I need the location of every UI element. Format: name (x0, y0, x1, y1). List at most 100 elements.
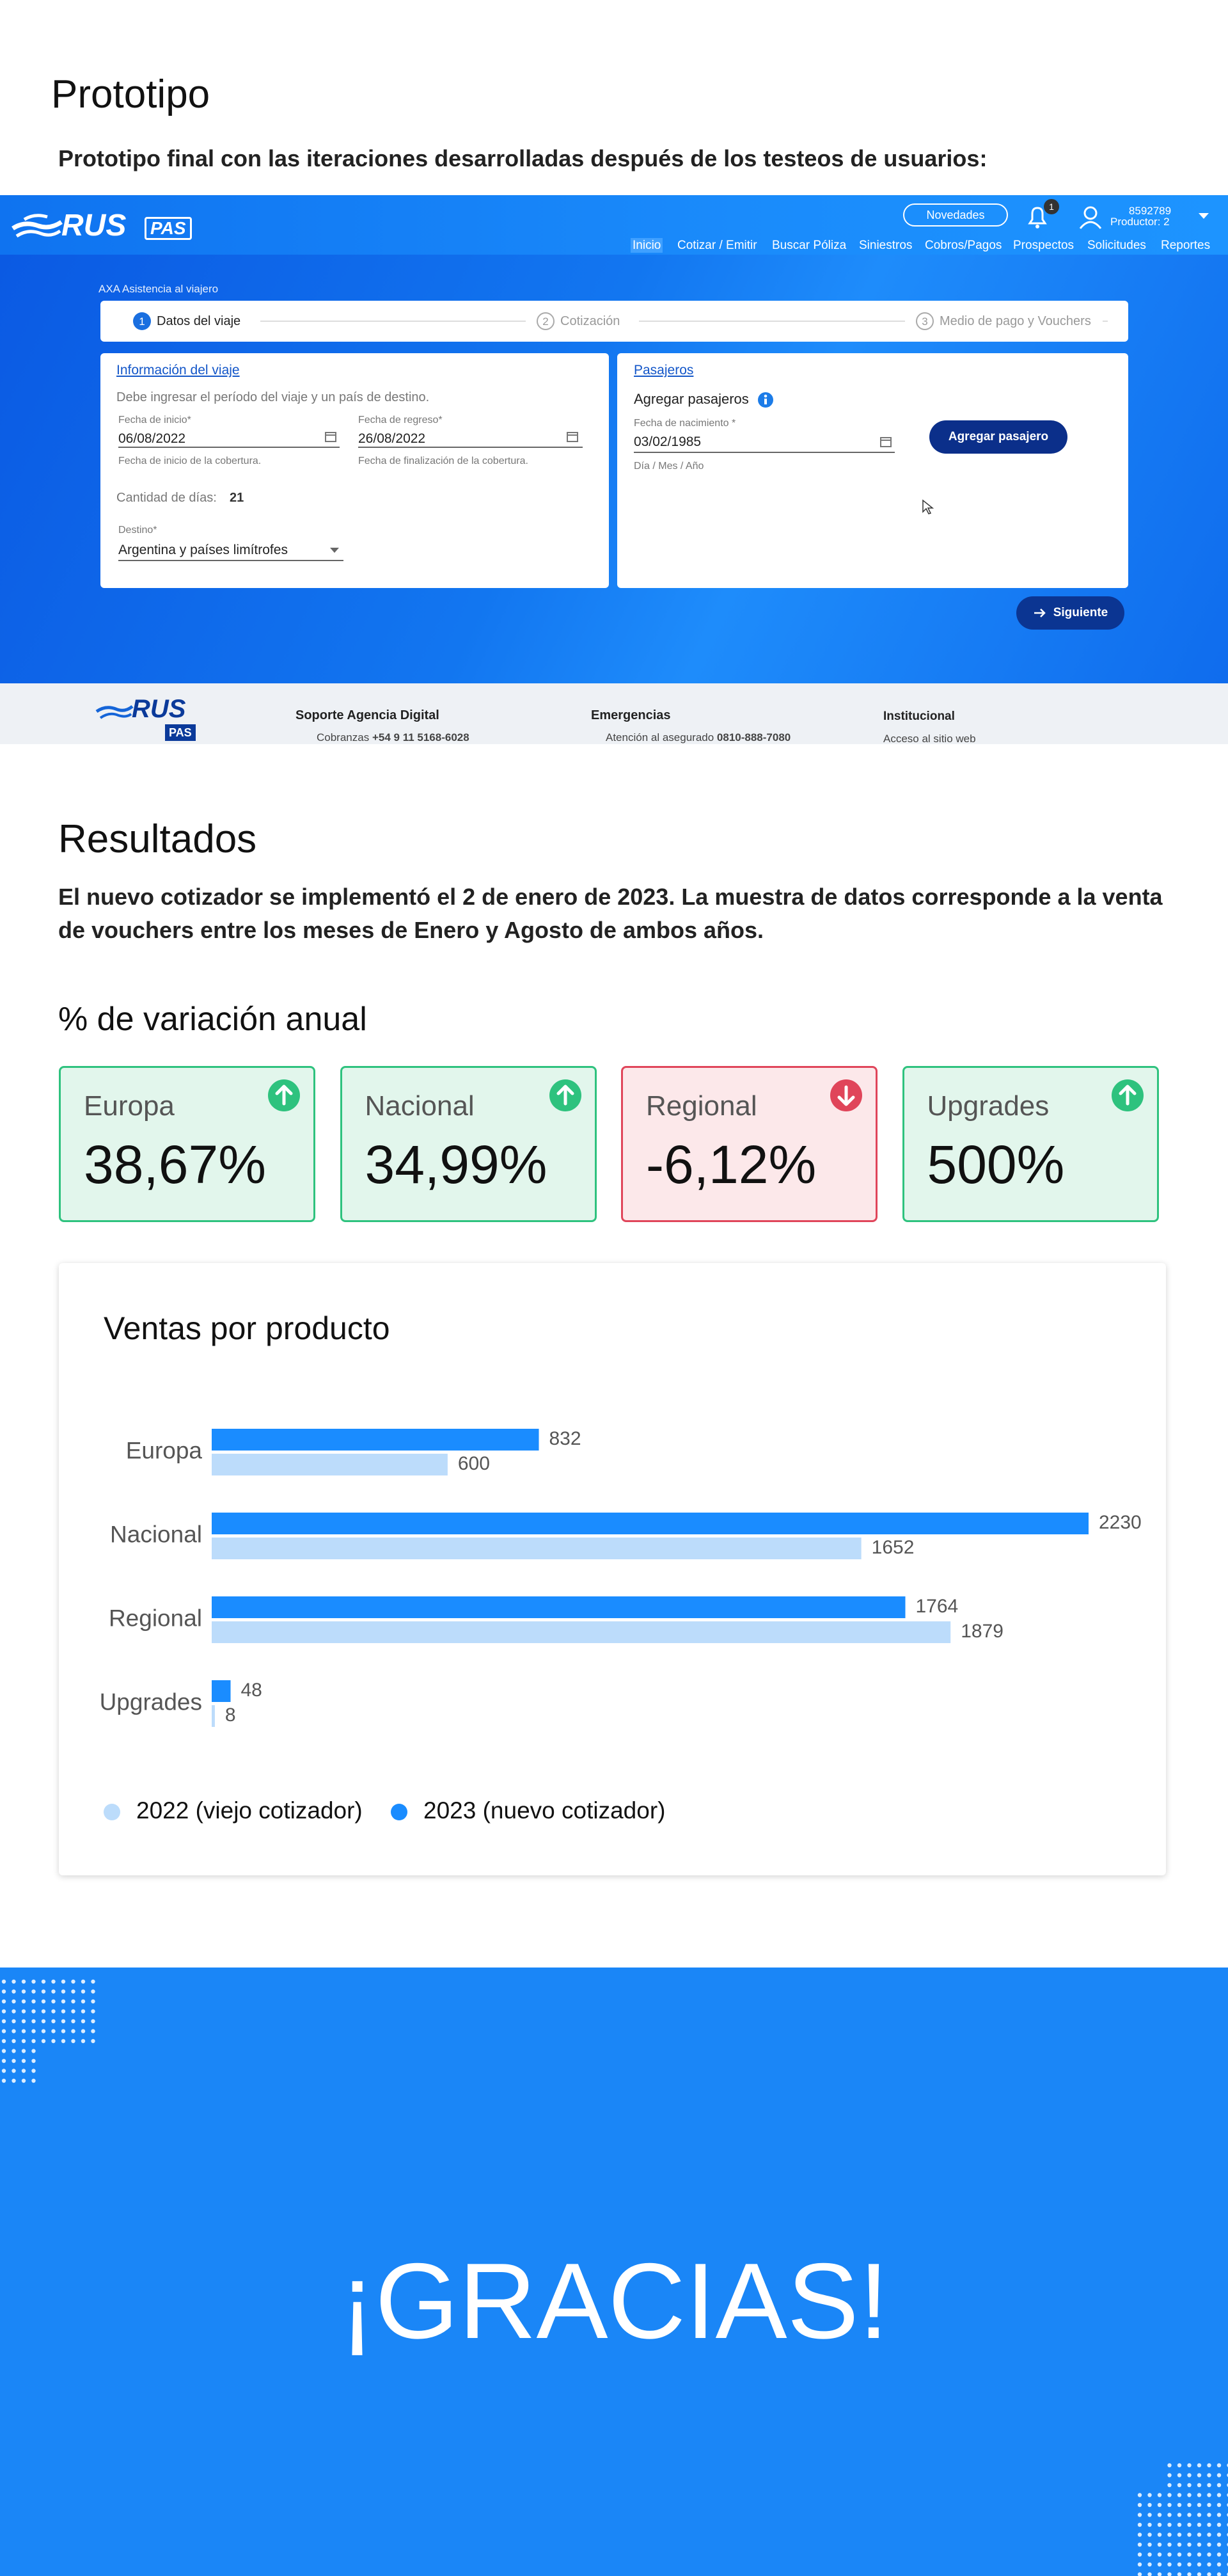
pattern-dot (1207, 2513, 1211, 2517)
nav-item[interactable]: Inicio (631, 238, 663, 253)
select-value[interactable]: Argentina y países limítrofes (118, 543, 288, 557)
add-passenger-button[interactable]: Agregar pasajero (929, 420, 1067, 454)
pattern-dot (1147, 2522, 1152, 2527)
pattern-dot (1187, 2483, 1192, 2488)
pattern-dot (81, 2019, 86, 2024)
pattern-dot (1197, 2502, 1202, 2508)
section-title: Prototipo (51, 72, 210, 116)
pattern-dot (1, 2058, 6, 2063)
value-label: 1879 (961, 1621, 1004, 1642)
step-number: 2 (537, 312, 555, 330)
nav-item[interactable]: Prospectos (1013, 239, 1074, 252)
calendar-icon[interactable] (566, 430, 579, 443)
step-number: 1 (133, 312, 151, 330)
pattern-dot (1147, 2532, 1152, 2537)
pattern-dot (61, 2009, 66, 2014)
nav-item[interactable]: Reportes (1161, 239, 1211, 252)
news-button[interactable]: Novedades (903, 203, 1008, 227)
pattern-dot (1137, 2493, 1142, 2497)
pattern-dot (41, 1979, 46, 1984)
nav-item[interactable]: Buscar Póliza (772, 239, 847, 252)
pattern-dot (21, 2029, 26, 2033)
pattern-dot (21, 2039, 26, 2044)
pattern-dot (1187, 2572, 1192, 2576)
pattern-dot (12, 1979, 16, 1984)
nav-item[interactable]: Cotizar / Emitir (677, 239, 757, 252)
field-value[interactable]: 26/08/2022 (358, 431, 426, 446)
value-label: 1652 (872, 1537, 915, 1558)
pattern-dot (1147, 2502, 1152, 2508)
trend-arrow (837, 1085, 855, 1106)
nav-item[interactable]: Siniestros (859, 239, 913, 252)
value-label: 8 (225, 1705, 236, 1726)
pattern-dot (1177, 2483, 1182, 2488)
user-caret[interactable] (1197, 212, 1210, 221)
select-caret[interactable] (329, 547, 340, 553)
legend-swatch (391, 1804, 407, 1820)
pattern-dot (81, 1979, 86, 1984)
pattern-dot (1137, 2522, 1142, 2527)
trend-icon (268, 1079, 300, 1111)
calendar-icon[interactable] (879, 435, 892, 448)
pattern-dot (21, 2078, 26, 2083)
step-label: Datos del viaje (157, 314, 241, 328)
pattern-dot (1216, 2483, 1222, 2488)
pattern-dot (1207, 2522, 1211, 2527)
pattern-dot (1177, 2572, 1182, 2576)
pattern-dot (91, 1999, 95, 2004)
pattern-dot (31, 2019, 36, 2024)
pattern-dot (1207, 2542, 1211, 2547)
pattern-dot (61, 2019, 66, 2024)
calendar-icon[interactable] (324, 430, 337, 443)
pattern-dot (1, 2029, 6, 2033)
logo-tag: PAS (145, 217, 192, 240)
pattern-dot (1187, 2502, 1192, 2508)
pattern-dot (81, 2029, 86, 2033)
pattern-dot (51, 1999, 56, 2004)
field-value[interactable]: 06/08/2022 (118, 431, 186, 446)
bar (212, 1454, 448, 1475)
pattern-dot (1187, 2522, 1192, 2527)
bell-icon[interactable] (1023, 203, 1051, 231)
footer-text: Atención al asegurado 0810-888-7080 (606, 732, 791, 743)
field-label: Fecha de nacimiento * (634, 418, 736, 429)
bar (212, 1596, 906, 1618)
pattern-dot (1207, 2552, 1211, 2557)
pattern-dot (1167, 2532, 1172, 2537)
footer-logo-waves (95, 705, 134, 719)
days-value: 21 (230, 491, 244, 505)
pattern-dot (1147, 2493, 1152, 2497)
footer-logo-text: RUS (132, 695, 186, 723)
pattern-dot (1187, 2463, 1192, 2468)
closing-text: ¡GRACIAS! (339, 2241, 889, 2361)
pattern-dot (21, 1999, 26, 2004)
pattern-dot (1, 2069, 6, 2073)
nav-item[interactable]: Solicitudes (1087, 239, 1146, 252)
pattern-dot (1197, 2473, 1202, 2477)
pattern-dot (81, 1999, 86, 2004)
user-icon[interactable] (1076, 203, 1105, 231)
pattern-dot (71, 2009, 75, 2014)
pattern-dot (1207, 2562, 1211, 2567)
info-icon[interactable] (757, 392, 774, 408)
pattern-dot (1216, 2532, 1222, 2537)
pattern-dot (1197, 2513, 1202, 2517)
pattern-dot (1157, 2532, 1162, 2537)
pattern-dot (1, 1989, 6, 1994)
pattern-dot (1216, 2562, 1222, 2567)
pattern-dot (51, 2029, 56, 2033)
section-description: El nuevo cotizador se implementó el 2 de… (58, 884, 1163, 943)
pattern-dot (21, 2009, 26, 2014)
variation-card: Regional -6,12% (621, 1066, 878, 1222)
nav-item[interactable]: Cobros/Pagos (925, 239, 1002, 252)
pattern-dot (51, 1979, 56, 1984)
pattern-dot (1137, 2532, 1142, 2537)
field-value[interactable]: 03/02/1985 (634, 434, 702, 449)
footer-text[interactable]: Acceso al sitio web (883, 733, 976, 744)
category-label: Upgrades (100, 1689, 202, 1715)
user-role: Productor: 2 (1110, 216, 1170, 228)
next-button[interactable]: Siguiente (1016, 596, 1124, 630)
pattern-dot (1167, 2552, 1172, 2557)
pattern-dot (31, 2009, 36, 2014)
